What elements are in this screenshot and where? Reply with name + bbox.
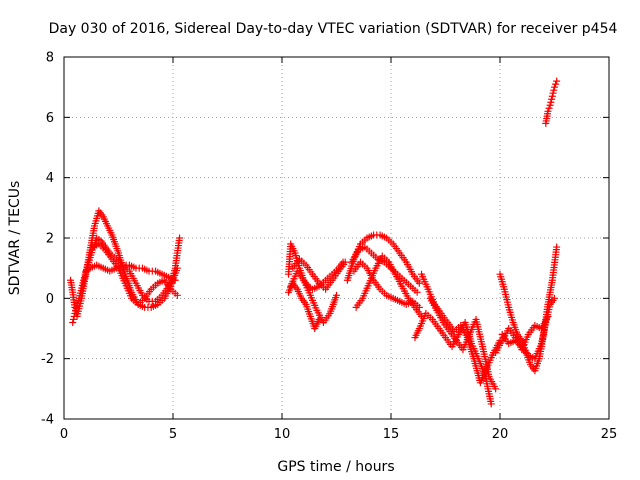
series-track-g [289, 255, 349, 293]
data-point [173, 291, 181, 299]
series-track-s [542, 77, 561, 127]
series-track-c [82, 261, 179, 284]
y-tick-label: 4 [46, 171, 54, 186]
series-track-i [343, 231, 423, 287]
data-point [333, 291, 340, 299]
data-point [553, 243, 561, 251]
x-tick-label: 5 [169, 427, 177, 442]
x-axis-label: GPS time / hours [277, 459, 394, 475]
y-tick-label: 2 [46, 232, 54, 247]
y-axis-label: SDTVAR / TECUs [7, 181, 23, 296]
data-point [341, 258, 349, 266]
x-tick-label: 10 [274, 427, 291, 442]
data-point [492, 385, 500, 393]
x-tick-label: 20 [492, 427, 509, 442]
data-point [544, 107, 552, 115]
series-track-h [287, 267, 340, 326]
y-tick-label: -2 [41, 352, 54, 367]
y-tick-label: -4 [41, 413, 54, 428]
data-point [546, 101, 554, 109]
data-point [545, 104, 553, 112]
data-point [487, 400, 495, 408]
data-point [548, 95, 556, 103]
y-tick-label: 8 [46, 51, 54, 66]
chart-title: Day 030 of 2016, Sidereal Day-to-day VTE… [49, 21, 618, 37]
series-track-l [350, 258, 423, 311]
data-point [549, 89, 557, 97]
series-track-a [67, 207, 184, 320]
data-point [550, 86, 558, 94]
data-point [547, 98, 555, 106]
data-point [69, 315, 77, 323]
data-point [415, 279, 423, 287]
y-tick-label: 6 [46, 111, 54, 126]
x-tick-label: 0 [60, 427, 68, 442]
plot-frame [63, 56, 610, 420]
data-points [67, 77, 561, 408]
y-tick-label: 0 [46, 292, 54, 307]
axis-ticks: 0 5 10 15 20 25 -4 -2 0 2 4 6 8 [41, 51, 617, 443]
x-tick-label: 15 [383, 427, 400, 442]
series-track-r [492, 312, 552, 357]
data-point [553, 77, 561, 85]
data-point [548, 92, 556, 100]
data-point [173, 264, 181, 272]
series-track-d [88, 240, 181, 308]
data-point [551, 83, 558, 91]
data-point [551, 294, 558, 302]
data-point [70, 312, 78, 320]
data-point [413, 288, 421, 296]
data-point [176, 234, 184, 242]
x-tick-label: 25 [601, 427, 618, 442]
series-track-o [426, 294, 500, 393]
data-point [171, 276, 179, 284]
data-point [415, 303, 423, 311]
data-point [544, 312, 552, 320]
data-point [552, 80, 560, 88]
data-point [69, 318, 77, 326]
